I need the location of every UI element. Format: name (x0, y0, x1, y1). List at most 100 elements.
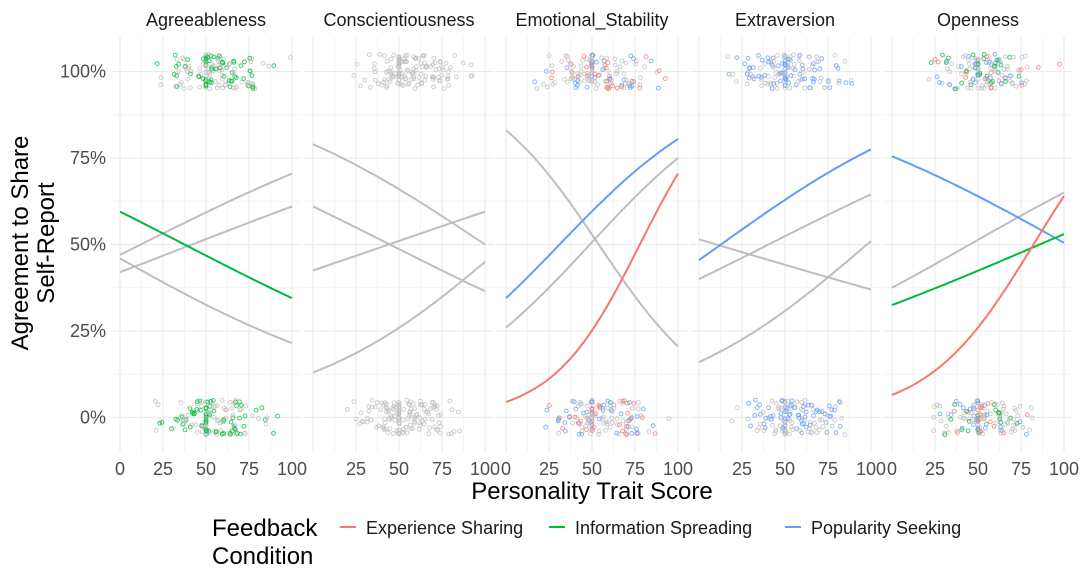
data-point (823, 420, 829, 425)
data-point (233, 398, 239, 403)
data-point (420, 53, 426, 58)
data-point (778, 78, 783, 84)
data-point (782, 406, 788, 412)
data-point (396, 72, 402, 77)
data-point (230, 412, 236, 418)
data-point (589, 406, 595, 412)
data-point (288, 55, 294, 60)
data-point (968, 410, 974, 416)
fit-curve-other (119, 205, 293, 274)
data-point (814, 59, 819, 64)
data-point (250, 84, 256, 90)
data-point (372, 404, 378, 410)
data-point (243, 403, 249, 409)
data-point (601, 402, 607, 408)
data-point (1015, 413, 1021, 419)
data-point (416, 56, 422, 61)
data-point (781, 52, 787, 58)
data-point (417, 420, 423, 426)
data-point (992, 61, 998, 66)
data-point (211, 415, 217, 420)
data-point (173, 83, 179, 89)
points (532, 52, 672, 437)
data-point (178, 400, 184, 406)
data-point (576, 431, 582, 437)
data-point (253, 407, 259, 413)
data-point (788, 73, 794, 79)
data-point (621, 71, 627, 77)
data-point (570, 420, 576, 426)
data-point (205, 399, 211, 405)
data-point (614, 85, 620, 91)
data-point (404, 59, 409, 64)
data-point (396, 404, 402, 410)
fit-curve-other (698, 193, 872, 281)
data-point (605, 398, 611, 404)
data-point (242, 59, 247, 65)
data-point (396, 399, 402, 405)
fit-curve-popularity-seeking (698, 148, 872, 261)
data-point (154, 61, 160, 66)
data-point (989, 61, 995, 67)
data-point (937, 411, 943, 417)
data-point (401, 407, 407, 412)
data-point (819, 56, 825, 61)
data-point (403, 76, 409, 82)
data-point (367, 84, 373, 90)
data-point (760, 409, 766, 415)
data-point (799, 430, 805, 436)
data-point (775, 63, 781, 69)
x-tick-label: 50 (389, 459, 409, 479)
data-point (975, 416, 981, 422)
data-point (992, 68, 998, 74)
data-point (588, 414, 594, 420)
data-point (197, 398, 203, 404)
data-point (979, 405, 985, 411)
data-point (543, 69, 549, 74)
data-point (179, 414, 185, 419)
data-point (448, 65, 453, 70)
data-point (220, 76, 225, 82)
data-point (396, 414, 402, 420)
data-point (623, 60, 629, 66)
data-point (787, 411, 793, 417)
data-point (586, 418, 591, 424)
data-point (759, 83, 764, 88)
x-tick-label: 100 (663, 459, 693, 479)
data-point (782, 419, 788, 425)
data-point (182, 64, 188, 70)
x-tick-label: 0 (501, 459, 511, 479)
data-point (629, 406, 635, 411)
data-point (837, 399, 842, 405)
data-point (431, 84, 436, 90)
data-point (774, 85, 780, 91)
data-point (975, 418, 981, 424)
data-point (631, 401, 637, 407)
data-point (241, 423, 247, 429)
data-point (367, 52, 372, 57)
data-point (926, 76, 932, 82)
data-point (752, 413, 758, 418)
data-point (449, 407, 455, 413)
data-point (400, 83, 406, 89)
data-point (971, 413, 976, 419)
data-point (433, 406, 439, 412)
data-point (827, 85, 833, 90)
data-point (591, 424, 597, 430)
data-point (384, 426, 390, 432)
data-point (214, 85, 220, 91)
data-point (589, 399, 595, 405)
data-point (1025, 412, 1030, 418)
data-point (214, 432, 220, 437)
fit-curve-other (698, 238, 872, 291)
data-point (638, 75, 643, 80)
data-point (263, 421, 269, 427)
data-point (421, 421, 427, 427)
data-point (604, 79, 610, 84)
data-point (592, 71, 598, 77)
data-point (412, 86, 418, 91)
data-point (399, 74, 405, 80)
data-point (966, 416, 972, 422)
data-point (781, 55, 787, 61)
x-tick-label: 50 (196, 459, 216, 479)
